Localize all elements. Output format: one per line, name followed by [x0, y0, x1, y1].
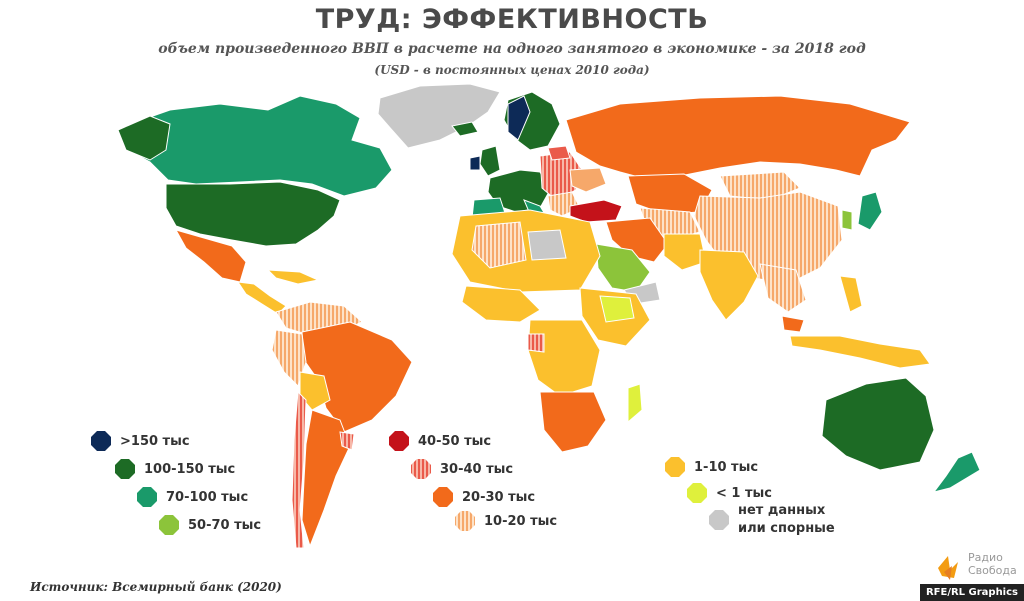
radio-svoboda-logo-icon [938, 556, 958, 580]
region-bolivia [299, 371, 331, 411]
legend-item-70-100: 70-100 тыс [136, 486, 248, 508]
legend-label: >150 тыс [120, 433, 190, 449]
region-uk [479, 145, 501, 177]
region-india [699, 249, 759, 321]
region-philippines [839, 275, 863, 313]
region-eastern-europe [539, 151, 583, 201]
region-japan [857, 191, 883, 231]
source-note: Источник: Всемирный банк (2020) [30, 580, 282, 594]
region-southeast-asia [759, 263, 807, 313]
legend-item-no-data: нет данных или спорные [708, 502, 835, 538]
octagon-swatch-icon [665, 457, 685, 477]
octagon-swatch-icon [411, 459, 431, 479]
region-algeria [471, 221, 527, 269]
region-alaska [117, 115, 171, 161]
region-west-africa [461, 285, 541, 323]
legend-label: 20-30 тыс [462, 489, 536, 505]
legend-label: < 1 тыс [716, 485, 772, 501]
octagon-swatch-icon [159, 515, 179, 535]
map-subtitle: объем произведенного ВВП в расчете на од… [158, 41, 866, 57]
region-chile [291, 390, 307, 549]
legend-label: 10-20 тыс [484, 513, 558, 529]
legend-item-lt1: < 1 тыс [686, 482, 772, 504]
map-units-note: (USD - в постоянных ценах 2010 года) [374, 63, 650, 77]
logo-text: Радио Свобода [968, 551, 1017, 577]
region-iraq-iran [605, 217, 669, 263]
legend-label: 30-40 тыс [440, 461, 514, 477]
legend-item-100-150: 100-150 тыс [114, 458, 235, 480]
legend-item-40-50: 40-50 тыс [388, 430, 491, 452]
region-argentina [301, 409, 351, 548]
octagon-swatch-icon [455, 511, 475, 531]
region-norway [507, 95, 531, 141]
octagon-swatch-icon [687, 483, 707, 503]
region-malaysia [781, 315, 805, 333]
region-usa [165, 181, 341, 247]
legend-label: 50-70 тыс [188, 517, 262, 533]
region-russia [565, 95, 911, 181]
region-baltics [547, 145, 571, 161]
map-title: ТРУД: ЭФФЕКТИВНОСТЬ [315, 4, 709, 35]
region-australia [821, 377, 935, 471]
legend-label-line1: нет данных [738, 503, 826, 518]
legend-item-1-10: 1-10 тыс [664, 456, 758, 478]
legend-label-line2: или спорные [738, 521, 835, 536]
legend-label-multiline: нет данных или спорные [738, 502, 835, 538]
legend-item-50-70: 50-70 тыс [158, 514, 261, 536]
region-central-africa [527, 319, 601, 397]
graphics-credit: RFE/RL Graphics [919, 584, 1024, 601]
region-madagascar [627, 383, 643, 424]
region-libya [527, 229, 567, 261]
legend-label: 100-150 тыс [144, 461, 236, 477]
region-indonesia [789, 335, 931, 369]
region-ukraine [569, 167, 607, 193]
logo-text-line2: Свобода [968, 564, 1017, 577]
region-iceland [451, 121, 479, 137]
legend-item-30-40: 30-40 тыс [410, 458, 513, 480]
octagon-swatch-icon [433, 487, 453, 507]
region-southern-africa [539, 391, 607, 453]
octagon-swatch-icon [389, 431, 409, 451]
octagon-swatch-icon [115, 459, 135, 479]
logo-text-line1: Радио [968, 551, 1003, 564]
region-ethiopia [599, 295, 635, 323]
region-peru [271, 329, 307, 387]
region-gabon [527, 333, 545, 353]
legend-label: 1-10 тыс [694, 459, 759, 475]
octagon-swatch-icon [137, 487, 157, 507]
region-brazil [301, 321, 413, 433]
region-canada [127, 95, 393, 197]
region-uruguay [339, 431, 355, 451]
region-ireland [469, 155, 481, 171]
legend-item-gt150: >150 тыс [90, 430, 190, 452]
region-greenland [377, 83, 501, 149]
legend-label: 70-100 тыс [166, 489, 249, 505]
octagon-swatch-icon [91, 431, 111, 451]
legend-item-20-30: 20-30 тыс [432, 486, 535, 508]
region-new-zealand [932, 451, 981, 493]
legend-label: 40-50 тыс [418, 433, 492, 449]
region-caribbean [266, 269, 320, 285]
region-korea [841, 209, 853, 231]
region-afghanistan-pakistan [663, 233, 707, 271]
octagon-swatch-icon [709, 510, 729, 530]
region-central-america [236, 281, 287, 315]
region-turkey [569, 199, 623, 223]
legend-item-10-20: 10-20 тыс [454, 510, 557, 532]
